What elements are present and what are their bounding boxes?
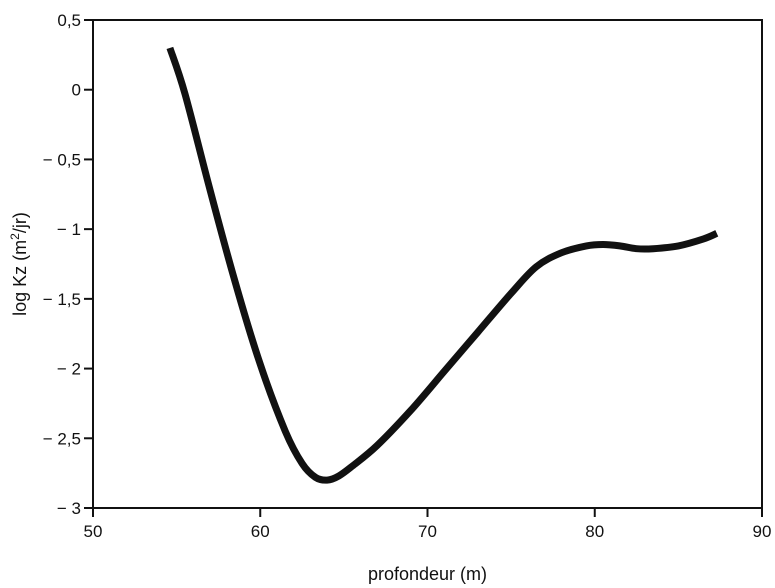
y-axis-label-prefix: log Kz (m <box>10 240 30 316</box>
x-tick-label-4: 90 <box>753 522 772 541</box>
y-tick-label-1: 0 <box>72 81 81 100</box>
x-tick-label-0: 50 <box>84 522 103 541</box>
y-tick-label-7: − 3 <box>57 499 81 518</box>
y-axis-label: log Kz (m2/jr) <box>8 212 30 316</box>
y-tick-label-3: − 1 <box>57 220 81 239</box>
y-axis-label-suffix: /jr) <box>10 212 30 233</box>
series-layer <box>166 46 719 484</box>
plot-frame <box>92 19 763 509</box>
y-axis-ticks: 0,5 0 − 0,5 − 1 − 1,5 − 2 − 2,5 − 3 <box>43 11 93 518</box>
y-tick-label-4: − 1,5 <box>43 290 81 309</box>
y-axis-label-superscript: 2 <box>8 233 22 240</box>
x-tick-label-1: 60 <box>251 522 270 541</box>
series-line-0 <box>166 46 719 484</box>
x-axis-ticks: 50 60 70 80 90 <box>84 508 772 541</box>
x-tick-label-3: 80 <box>585 522 604 541</box>
y-tick-label-0: 0,5 <box>57 11 81 30</box>
x-tick-label-2: 70 <box>418 522 437 541</box>
y-tick-label-2: − 0,5 <box>43 150 81 169</box>
x-axis-label: profondeur (m) <box>368 564 487 584</box>
y-tick-label-5: − 2 <box>57 360 81 379</box>
y-tick-label-6: − 2,5 <box>43 429 81 448</box>
